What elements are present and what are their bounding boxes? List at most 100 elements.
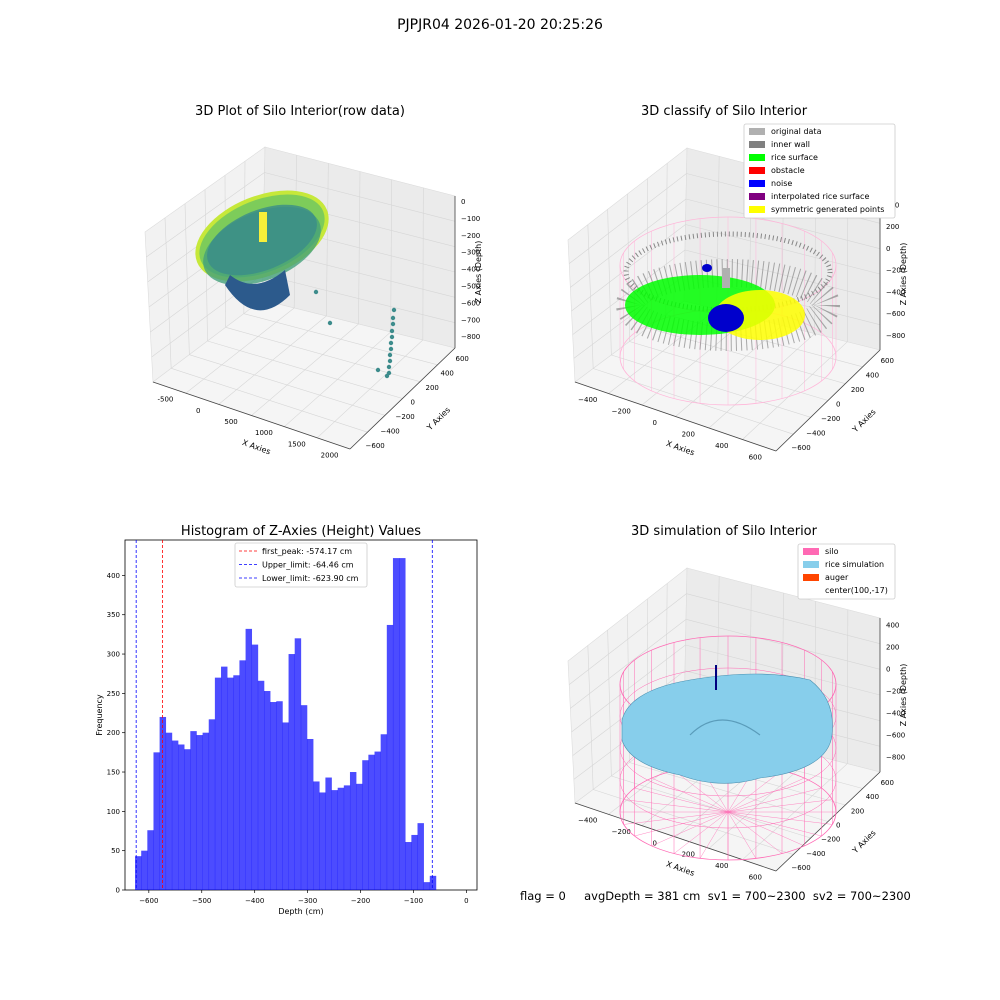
raw-z-tick-label: −400 [461,266,480,274]
sim-silo-floor-wire [727,811,822,837]
hist-bar [288,654,296,890]
raw-grid-line [243,161,246,314]
histogram-title: Histogram of Z-Axies (Height) Values [180,524,422,539]
cls-z-tick-label: 0 [886,245,890,253]
sim-legend: silo rice simulation auger center(100,-17) [797,543,896,600]
raw-grid-line [390,179,392,333]
cls-grid-line [684,249,881,300]
raw-grid-line [147,197,265,283]
hist-bar [190,731,197,890]
raw-z-tick-label: −100 [461,215,480,223]
sim-grid-line [593,789,794,855]
sim-silo-floor-wire [727,811,833,825]
cls-grid-line [749,164,752,318]
sim-silo-floor-wire [727,770,783,813]
sim-silo-floor-wire [651,811,729,847]
raw-axis-line [349,347,456,450]
raw-grid-line [185,307,295,394]
cls-x-tick-label: 400 [715,442,728,450]
cls-grid-line [611,354,811,418]
cls-grid-line [684,275,881,325]
raw-silo-wall [203,206,321,286]
cls-grid-line [629,341,829,401]
sim-silo-ring [619,731,837,829]
sim-grid-line [847,609,849,764]
sim-x-tick-label: −400 [578,817,597,825]
hist-y-tick-label: 50 [111,847,120,855]
raw-point [327,320,333,326]
sim-grid-line [684,696,881,747]
sim-grid-line [587,645,594,790]
cls-inner-wall [623,231,833,313]
cls-x-tick-label: −400 [578,396,597,404]
raw-y-tick-label: 0 [411,399,415,407]
hist-bar [356,783,363,890]
raw-point [388,346,394,352]
sim-z-tick-label: 400 [886,622,899,630]
cls-y-tick-label: 400 [866,372,879,380]
sim-y-tick-label: −600 [791,864,810,872]
cls-silo-top [619,216,837,314]
hist-legend: first_peak: -574.17 cm Upper_limit: -64.4… [234,542,368,588]
cls-original-column [722,268,730,288]
cls-grid-line [572,249,686,335]
cls-z-tick-label: −600 [886,310,905,318]
raw-x-tick-label: 0 [196,407,200,415]
raw-grid-line [422,187,424,341]
raw-z-tick-label: 0 [461,198,465,206]
cls-grid-line [641,317,750,406]
hist-y-tick-label: 250 [107,690,120,698]
raw-surface-points [195,190,397,379]
sim-grid-line [684,670,881,721]
hist-legend-label: Upper_limit: -64.46 cm [262,561,354,570]
raw-floor-pane [152,299,456,450]
sim-x-axis-label: X Axies [665,859,696,878]
sim-silo-top [619,635,837,733]
raw-point [375,367,381,373]
raw-grid-line [358,171,361,325]
hist-bar [429,875,437,890]
cls-y-tick-label: −400 [806,429,825,437]
raw-x-tick-label: 500 [224,418,237,426]
cls-grid-line [742,341,848,440]
raw-point [388,340,394,346]
hist-x-tick-label: −600 [139,897,158,905]
cls-legend-swatch [749,154,765,161]
cls-y-tick-label: 200 [851,386,864,394]
sim-y-tick-label: −400 [806,850,825,858]
hist-y-axis-label: Frequency [95,694,104,736]
hist-bar [251,644,259,890]
raw-point [390,315,396,321]
sim-grid-line [781,592,784,748]
sim-silo-floor-wire [673,811,729,854]
sim-grid-line [686,593,881,644]
sim-back-pane [683,567,881,773]
sim-grid-line [572,670,686,756]
cls-grid-line [814,181,816,334]
cls-axis-line [775,349,881,452]
hist-frame [124,539,478,891]
raw-silo-rim [195,190,329,282]
cls-legend-swatch [749,180,765,187]
raw-center-column [259,212,267,242]
raw-y-tick-label: 400 [441,370,454,378]
raw-z-axis-label: Z Axies (Depth) [474,241,483,304]
cls-axes-box: −400−20002004006006004002000−200−400−600… [567,147,908,461]
raw-grid-line [264,172,456,222]
cls-x-tick-label: 0 [653,419,657,427]
hist-bar [294,638,302,890]
cls-legend-swatch [749,141,765,148]
hist-bar [399,558,406,890]
raw-point [387,358,393,364]
hist-bar [208,719,216,890]
raw-grid-line [263,223,456,273]
sim-legend-swatch [803,561,819,568]
hist-bar [141,850,148,890]
sim-grid-line [611,775,811,839]
hist-bar [184,749,191,890]
sim-x-tick-label: 400 [715,862,728,870]
raw-grid-line [262,274,456,323]
cls-z-tick-label: −200 [886,267,905,275]
